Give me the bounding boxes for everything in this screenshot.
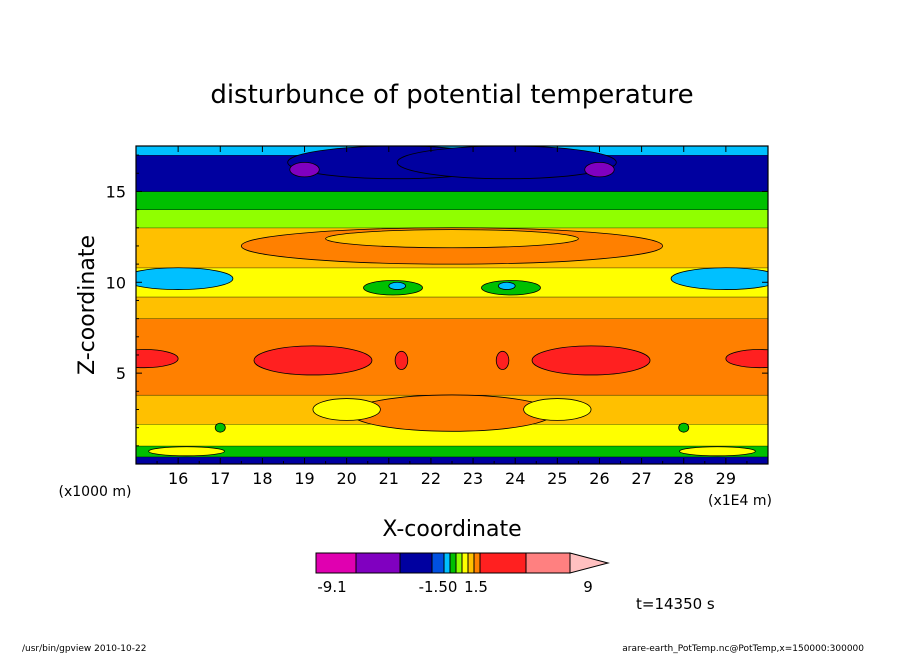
contour-cell [136, 267, 234, 290]
contour-cell [531, 345, 651, 376]
contour-band [136, 424, 768, 446]
contour-cell [670, 267, 768, 290]
contour-field [136, 146, 768, 464]
contour-cell [214, 422, 226, 433]
contour-cell [396, 146, 617, 180]
contour-cell [394, 350, 409, 370]
time-label: t=14350 s [636, 595, 715, 613]
y-tick-label: 15 [106, 182, 126, 201]
contour-cell [325, 229, 579, 249]
contour-cell [148, 446, 225, 457]
x-tick-label: 28 [674, 469, 694, 488]
colorbar: -9.1 -1.50 1.5 9 [315, 552, 610, 596]
contour-cell [523, 398, 592, 421]
y-tick-label: 5 [116, 364, 126, 383]
contour-cell [725, 349, 768, 369]
y-axis: 5 10 15 [106, 154, 768, 447]
colorbar-swatch [461, 552, 469, 574]
contour-band [136, 267, 768, 297]
y-axis-label: Z-coordinate [75, 235, 100, 375]
contour-band [136, 296, 768, 319]
contour-cell [584, 161, 615, 178]
contour-cell [136, 349, 179, 369]
x-tick-label: 18 [252, 469, 272, 488]
x-tick-label: 20 [336, 469, 356, 488]
colorbar-label: 1.5 [464, 578, 488, 596]
colorbar-swatch [315, 552, 357, 574]
x-tick-label: 16 [168, 469, 188, 488]
colorbar-arrow [569, 552, 610, 574]
contour-cell [495, 350, 510, 370]
contour-cell [350, 394, 554, 432]
y-unit-label: (x1000 m) [59, 484, 132, 500]
contour-band [136, 318, 768, 395]
colorbar-label: -9.1 [317, 578, 346, 596]
colorbar-swatch [473, 552, 481, 574]
footer-right: arare-earth_PotTemp.nc@PotTemp,x=150000:… [622, 644, 864, 654]
contour-cell [497, 281, 516, 290]
contour-cell [289, 161, 320, 178]
contour-band [136, 445, 768, 457]
colorbar-swatch [479, 552, 527, 574]
x-tick-label: 25 [547, 469, 567, 488]
contour-cell [678, 422, 690, 433]
contour-cell [388, 281, 407, 290]
x-unit-label: (x1E4 m) [708, 493, 772, 509]
x-axis-label: X-coordinate [382, 517, 521, 542]
x-tick-label: 22 [421, 469, 441, 488]
x-axis: 16 17 18 19 20 21 22 23 24 25 26 27 28 29 [156, 146, 748, 488]
contour-band [136, 191, 768, 210]
y-tick-label: 10 [106, 273, 126, 292]
contour-band [136, 209, 768, 228]
colorbar-swatch [443, 552, 451, 574]
x-tick-label: 26 [589, 469, 609, 488]
colorbar-swatch [449, 552, 457, 574]
x-tick-label: 19 [294, 469, 314, 488]
colorbar-swatch [455, 552, 463, 574]
colorbar-swatch [525, 552, 571, 574]
x-tick-label: 24 [505, 469, 525, 488]
contour-cell [312, 398, 381, 421]
x-tick-label: 21 [379, 469, 399, 488]
contour-cell [679, 446, 756, 457]
contour-cell [253, 345, 373, 376]
colorbar-swatch [399, 552, 433, 574]
colorbar-swatch [431, 552, 445, 574]
colorbar-swatch [355, 552, 401, 574]
x-tick-label: 29 [716, 469, 736, 488]
colorbar-swatch [467, 552, 475, 574]
colorbar-label: -1.50 [419, 578, 458, 596]
footer-left: /usr/bin/gpview 2010-10-22 [22, 644, 146, 654]
x-tick-label: 17 [210, 469, 230, 488]
contour-band [136, 456, 768, 464]
x-tick-label: 27 [631, 469, 651, 488]
colorbar-label: 9 [583, 578, 593, 596]
chart-title: disturbunce of potential temperature [210, 80, 693, 110]
x-tick-label: 23 [463, 469, 483, 488]
